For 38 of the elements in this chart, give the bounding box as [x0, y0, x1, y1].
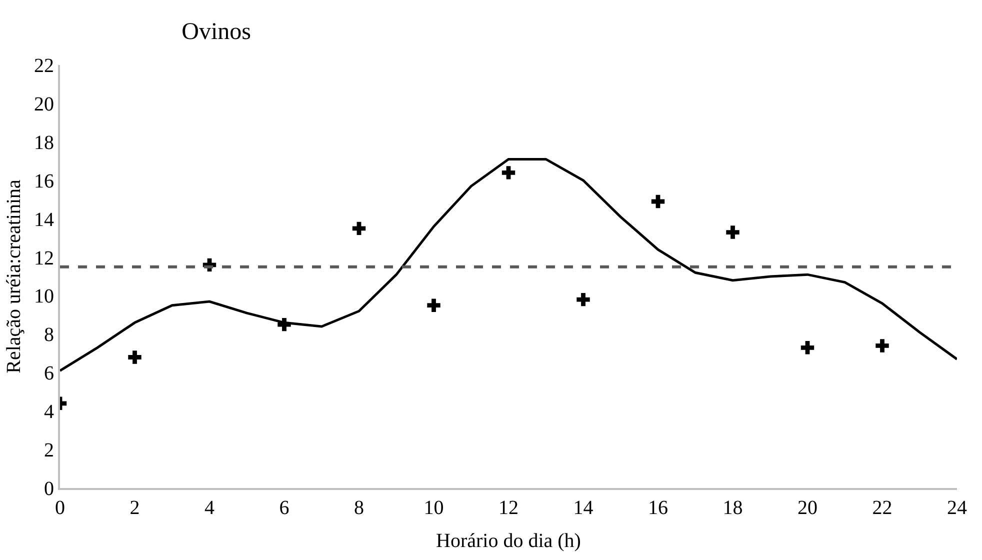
y-tick-label: 20	[34, 93, 54, 116]
point	[576, 292, 590, 306]
x-axis-title: Horário do dia (h)	[436, 530, 581, 552]
point	[876, 339, 889, 352]
x-tick-label: 12	[498, 497, 518, 519]
x-tick-label: 16	[648, 497, 668, 519]
x-tick-label: 6	[279, 497, 290, 519]
point	[800, 341, 814, 354]
point	[726, 226, 740, 239]
x-tick-label: 8	[354, 497, 364, 519]
y-tick-label: 16	[34, 170, 54, 192]
x-tick-label: 10	[424, 497, 444, 519]
point	[128, 350, 142, 364]
line-series	[60, 158, 957, 372]
y-tick-label: 2	[44, 440, 54, 462]
y-tick-label: 18	[34, 132, 54, 154]
x-tick-label: 4	[204, 497, 214, 519]
y-tick-label: 8	[44, 324, 54, 346]
x-tick-label: 18	[722, 497, 743, 519]
y-tick-label: 0	[44, 478, 54, 500]
y-tick-label: 12	[34, 247, 54, 270]
x-tick-label: 22	[872, 497, 892, 519]
x-tick-label: 14	[573, 497, 594, 519]
y-tick-label: 22	[34, 55, 54, 77]
point	[352, 222, 366, 236]
y-tick-label: 10	[34, 286, 54, 308]
x-tick-label: 24	[947, 497, 967, 519]
x-tick-label: 20	[798, 497, 818, 519]
chart-title: Ovinos	[182, 19, 252, 46]
x-tick-label: 2	[130, 497, 140, 519]
point	[502, 166, 516, 180]
y-axis-title: Relação uréia:creatinina	[3, 180, 25, 374]
y-tick-label: 14	[34, 208, 54, 231]
y-tick-label: 4	[44, 401, 54, 424]
point	[427, 298, 440, 312]
point	[278, 318, 291, 332]
y-tick-label: 6	[44, 362, 54, 385]
point	[651, 194, 665, 208]
